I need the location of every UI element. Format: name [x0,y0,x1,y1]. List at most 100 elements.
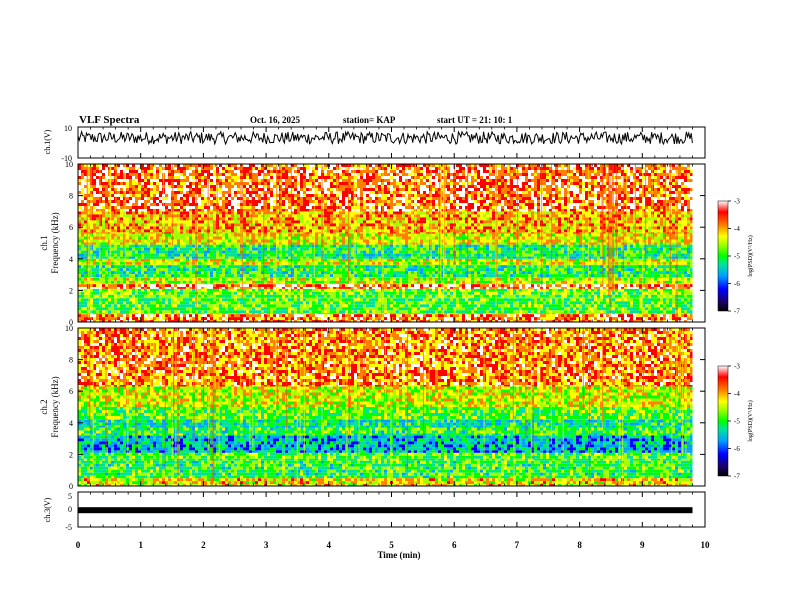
spectrogram-cell [510,277,513,278]
spectrogram-cell [657,258,660,262]
spectrogram-cell [234,294,237,298]
spectrogram-cell [681,284,684,288]
spectrogram-cell [363,317,366,321]
spectrogram-cell [123,287,126,289]
spectrogram-cell [360,317,363,321]
spectrogram-cell [528,258,531,262]
spectrogram-cell [522,265,525,269]
spectrogram-cell [624,317,627,321]
spectrogram-cell [117,261,120,265]
spectrogram-cell [495,317,498,321]
spectrogram-cell [429,277,432,278]
spectrogram-cell [582,304,585,308]
spectrogram-cell [315,317,318,321]
spectrogram-cell [399,277,402,281]
spectrogram-cell [243,261,246,265]
spectrogram-cell [453,288,456,292]
spectrogram-cell [507,277,510,281]
spectrogram-cell [588,291,591,295]
spectrogram-cell [576,320,579,322]
spectrogram-cell [684,297,687,299]
spectrogram-cell [570,307,573,311]
spectrogram-cell [156,310,159,314]
spectrogram-cell [648,284,651,288]
spectrogram-cell [435,297,438,299]
spectrogram-cell [585,304,588,308]
spectrogram-cell [510,307,513,311]
spectrogram-cell [120,314,123,318]
spectrogram-cell [624,287,627,289]
spectrogram-cell [114,314,117,318]
spectrogram-cell [462,288,465,292]
spectrogram-cell [399,307,402,311]
spectrogram-cell [447,287,450,289]
spectrogram-cell [624,310,627,314]
spectrogram-cell [399,288,402,292]
spectrogram-cell [324,310,327,314]
spectrogram-cell [258,274,261,278]
spectrogram-cell [144,268,147,272]
spectrogram-cell [546,284,549,288]
spectrogram-cell [462,304,465,308]
spectrogram-cell [153,314,156,318]
spectrogram-cell [189,298,192,302]
spectrogram-cell [339,298,342,302]
spectrogram-cell [222,268,225,272]
spectrogram-cell [111,277,114,281]
spectrogram-cell [216,298,219,302]
spectrogram-cell [438,314,441,318]
spectrogram-cell [351,297,354,299]
spectrogram-cell [357,294,360,298]
spectrogram-cell [648,268,651,272]
spectrogram-cell [516,274,519,278]
spectrogram-cell [396,268,399,272]
spectrogram-cell [489,301,492,305]
spectrogram-cell [654,287,657,289]
spectrogram-cell [264,277,267,281]
spectrogram-cell [270,307,273,311]
spectrogram-cell [633,294,636,298]
spectrogram-cell [171,298,174,302]
spectrogram-cell [150,268,153,272]
spectrogram-cell [84,301,87,305]
spectrogram-cell [468,314,471,318]
spectrogram-cell [150,277,153,281]
spectrogram-cell [231,261,234,265]
spectrogram-cell [678,294,681,298]
spectrogram-cell [528,277,531,278]
spectrogram-cell [537,313,540,315]
spectrogram-cell [519,310,522,314]
spectrogram-cell [360,314,363,318]
spectrogram-cell [342,268,345,272]
spectrogram-cell [390,265,393,269]
spectrogram-cell [111,313,114,315]
spectrogram-cell [123,277,126,278]
spectrogram-cell [615,277,618,281]
spectrogram-cell [234,291,237,295]
spectrogram-cell [300,284,303,288]
spectrogram-cell [570,301,573,305]
spectrogram-cell [390,277,393,278]
spectrogram-cell [228,291,231,295]
spectrogram-cell [672,291,675,295]
spectrogram-cell [99,314,102,318]
spectrogram-cell [543,317,546,321]
spectrogram-cell [282,280,285,284]
spectrogram-cell [180,277,183,281]
spectrogram-cell [264,294,267,298]
spectrogram-cell [126,310,129,314]
spectrogram-cell [531,317,534,321]
spectrogram-cell [588,288,591,292]
spectrogram-cell [621,298,624,302]
spectrogram-cell [216,288,219,292]
spectrogram-cell [627,317,630,321]
spectrogram-cell [219,307,222,311]
spectrogram-cell [480,297,483,299]
spectrogram-cell [522,313,525,315]
spectrogram-cell [324,297,327,299]
spectrogram-cell [213,258,216,262]
spectrogram-cell [180,314,183,318]
spectrogram-cell [456,307,459,311]
spectrogram-cell [588,294,591,298]
spectrogram-cell [270,261,273,265]
